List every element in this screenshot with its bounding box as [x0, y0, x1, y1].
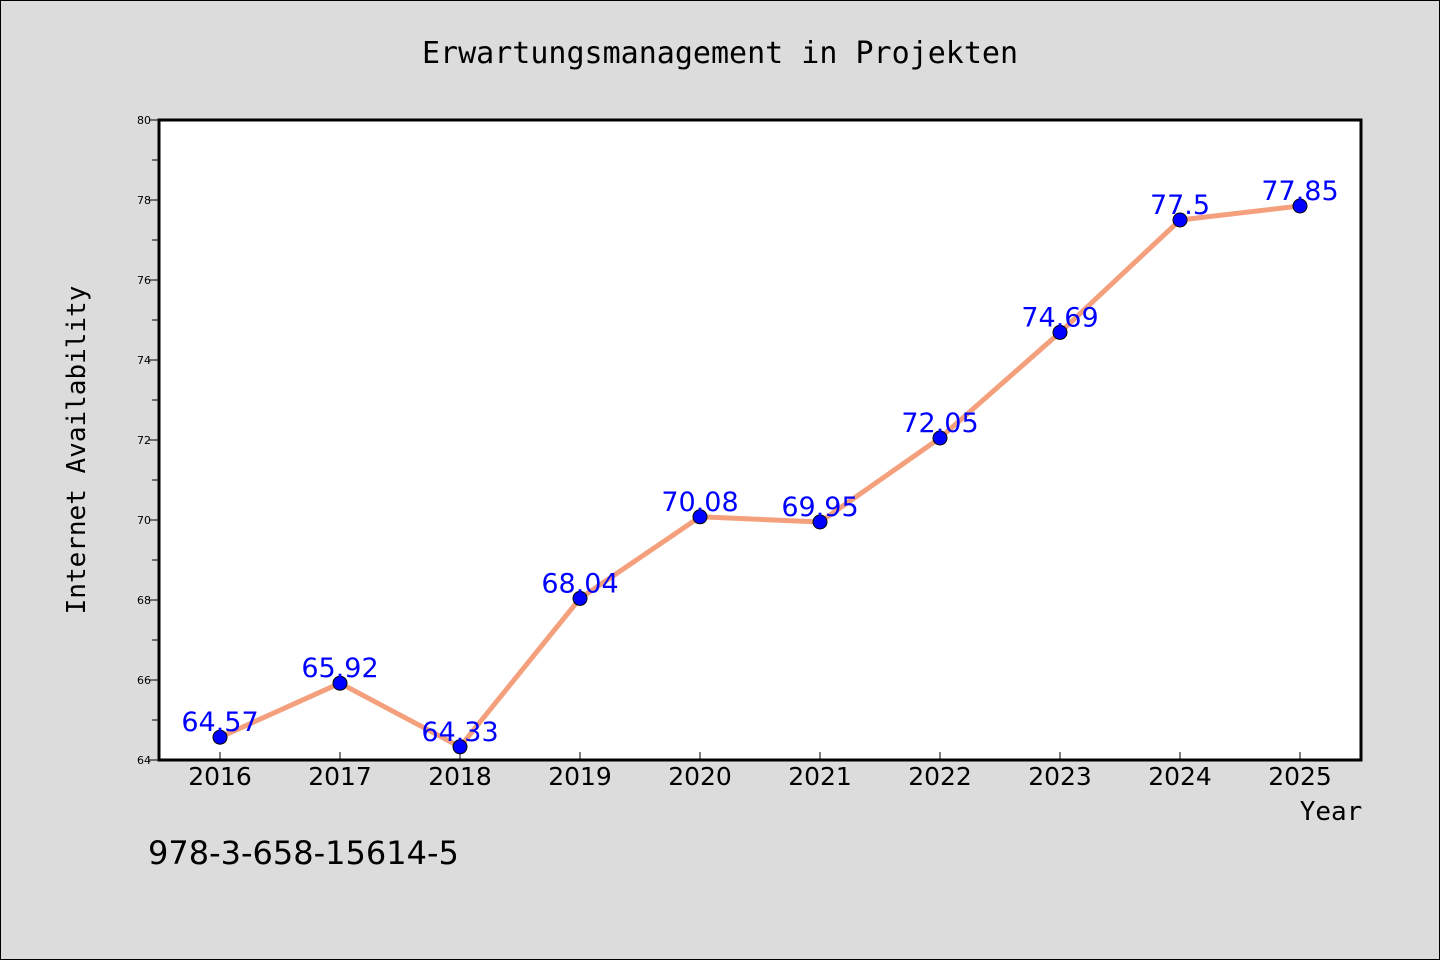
x-tick-label: 2016 — [188, 762, 252, 791]
x-axis: 2016 2017 2018 2019 2020 2021 2022 2023 2024 2025 — [188, 752, 1332, 791]
data-point — [212, 729, 228, 745]
data-point — [812, 514, 828, 530]
y-tick-label: 66 — [137, 674, 151, 687]
x-tick-label: 2017 — [308, 762, 372, 791]
data-label: 72.05 — [901, 408, 978, 439]
x-tick-label: 2020 — [668, 762, 732, 791]
x-tick-label: 2018 — [428, 762, 492, 791]
y-tick-label: 64 — [137, 754, 151, 767]
x-tick-label: 2025 — [1268, 762, 1332, 791]
y-tick-label: 72 — [137, 434, 151, 447]
data-point — [572, 590, 588, 606]
y-tick-label: 70 — [137, 514, 151, 527]
chart-title: Erwartungsmanagement in Projekten — [422, 36, 1018, 71]
x-tick-label: 2024 — [1148, 762, 1212, 791]
y-axis: 64 66 68 70 72 74 76 78 80 — [137, 114, 159, 767]
data-label: 77.5 — [1150, 190, 1210, 221]
y-tick-label: 76 — [137, 274, 151, 287]
data-label: 74.69 — [1021, 302, 1098, 333]
data-point — [1052, 324, 1068, 340]
x-tick-label: 2021 — [788, 762, 852, 791]
plot-area — [157, 118, 1363, 762]
data-label: 65.92 — [301, 653, 378, 684]
series-line — [217, 203, 1303, 750]
data-point — [1172, 212, 1188, 228]
data-series: 64.57 65.92 64.33 68.04 70.08 69.95 72.05 74.69… — [181, 176, 1339, 755]
data-point — [452, 739, 468, 755]
y-tick-label: 80 — [137, 114, 151, 127]
data-point — [332, 675, 348, 691]
y-tick-label: 78 — [137, 194, 151, 207]
data-label: 70.08 — [661, 487, 738, 518]
isbn-text: 978-3-658-15614-5 — [148, 834, 459, 872]
x-tick-label: 2019 — [548, 762, 612, 791]
y-axis-label: Internet Availability — [62, 286, 92, 615]
data-label: 77.85 — [1261, 176, 1338, 207]
data-label: 64.57 — [181, 707, 258, 738]
data-point — [1292, 198, 1308, 214]
y-tick-label: 68 — [137, 594, 151, 607]
data-label: 68.04 — [541, 568, 618, 599]
x-tick-label: 2022 — [908, 762, 972, 791]
data-point — [692, 509, 708, 525]
data-point — [932, 430, 948, 446]
y-tick-label: 74 — [137, 354, 151, 367]
data-label: 69.95 — [781, 492, 858, 523]
x-tick-label: 2023 — [1028, 762, 1092, 791]
x-axis-label: Year — [1300, 797, 1363, 827]
data-label: 64.33 — [421, 717, 498, 748]
